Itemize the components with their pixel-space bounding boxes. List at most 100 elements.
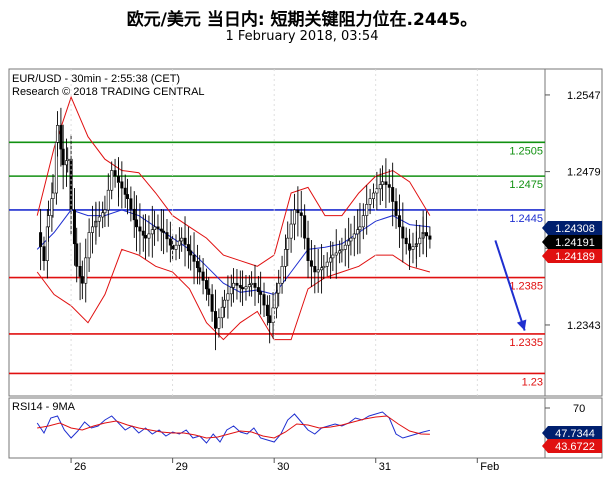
candle-body	[125, 194, 129, 199]
candle-body	[156, 226, 160, 230]
candle-body	[259, 291, 263, 295]
candle-body	[365, 204, 369, 216]
candle-body	[214, 311, 218, 329]
candle-body	[262, 294, 266, 306]
candle-body	[352, 233, 356, 239]
candle-body	[110, 170, 114, 191]
level-label: 1.2475	[509, 179, 543, 191]
candle-body	[303, 215, 307, 239]
candle-body	[226, 293, 230, 301]
candle-body	[87, 232, 91, 259]
candle-body	[42, 246, 46, 261]
candle-body	[75, 243, 79, 267]
candle-body	[97, 216, 101, 222]
rsi-y-tick-label: 70	[573, 403, 585, 415]
candle-body	[280, 266, 284, 284]
candle-body	[329, 257, 333, 263]
candle-body	[183, 237, 187, 245]
rsi-tag-pointer	[542, 439, 548, 453]
x-axis: 26 29 30 31 Feb	[70, 69, 499, 473]
candle-body	[320, 267, 324, 271]
candle-body	[340, 249, 344, 252]
level-label: 1.2505	[509, 145, 543, 157]
candle-body	[391, 187, 395, 202]
candle-body	[384, 181, 388, 185]
x-tick-label: 30	[277, 461, 289, 473]
candle-body	[198, 267, 202, 273]
candle-body	[408, 249, 412, 251]
price-y-tick-label: 1.2547	[567, 90, 601, 102]
candle-body	[204, 280, 208, 290]
candle-body	[250, 282, 254, 285]
candle-body	[358, 226, 362, 230]
candle-body	[425, 232, 429, 237]
candle-body	[189, 250, 193, 256]
candle-body	[331, 254, 335, 259]
level-label: 1.2335	[509, 337, 543, 349]
candle-body	[180, 237, 184, 242]
candle-body	[66, 158, 70, 161]
candle-body	[129, 198, 133, 210]
candle-body	[247, 284, 251, 288]
candle-body	[144, 235, 148, 239]
x-tick-label: 26	[74, 461, 86, 473]
candle-body	[165, 232, 169, 240]
candle-body	[299, 212, 303, 216]
candle-body	[195, 261, 199, 269]
candle-body	[418, 237, 422, 245]
candle-body	[356, 229, 360, 235]
candle-body	[210, 294, 214, 312]
candle-body	[135, 219, 139, 228]
level-label: 1.23	[522, 376, 543, 388]
price-tag-pointer	[542, 221, 548, 235]
candle-body	[414, 243, 418, 245]
candle-body	[394, 201, 398, 216]
candle-body	[361, 215, 365, 228]
page-subtitle: 1 February 2018, 03:54	[225, 29, 379, 44]
candle-body	[220, 306, 224, 319]
candle-body	[411, 246, 415, 250]
rsi-ma-line	[37, 415, 430, 439]
rsi-tag	[548, 426, 602, 440]
candle-body	[338, 250, 342, 254]
price-tag	[548, 235, 602, 249]
candle-body	[292, 209, 296, 225]
candle-body	[316, 269, 320, 273]
candle-body	[141, 230, 145, 236]
candle-body	[132, 208, 136, 221]
candle-body	[153, 226, 157, 230]
candle-body	[296, 209, 300, 214]
candle-body	[72, 209, 76, 245]
candle-body	[56, 125, 60, 143]
candle-body	[61, 148, 65, 166]
candle-body	[397, 215, 401, 228]
price-tag-pointer	[542, 235, 548, 249]
forecast-arrow-line	[494, 240, 526, 331]
page-title: 欧元/美元 当日内: 短期关键阻力位在.2445。	[126, 10, 478, 30]
price-tag-pointer	[542, 249, 548, 263]
candle-body	[46, 215, 50, 228]
price-panel-frame	[8, 68, 546, 397]
candle-body	[349, 237, 353, 242]
x-tick-label: 31	[379, 461, 391, 473]
chart-info-line-1: EUR/USD - 30min - 2:55:38 (CET)	[12, 73, 180, 85]
candle-body	[347, 240, 351, 246]
candle-body	[223, 299, 227, 308]
price-tag-label: 1.24308	[555, 223, 595, 235]
candle-body	[59, 125, 63, 150]
candle-body	[186, 244, 190, 252]
bollinger-upper-line	[36, 95, 431, 267]
candle-body	[268, 315, 272, 324]
candle-body	[381, 181, 385, 185]
candle-body	[101, 212, 105, 218]
candle-body	[306, 237, 310, 261]
candle-body	[192, 254, 196, 262]
candle-body	[387, 184, 391, 188]
candle-body	[91, 226, 95, 233]
level-label: 1.2385	[509, 281, 543, 293]
candle-body	[138, 226, 142, 232]
candle-body	[78, 266, 82, 277]
price-tag	[548, 221, 602, 235]
candle-body	[274, 292, 278, 309]
candle-body	[378, 184, 382, 190]
